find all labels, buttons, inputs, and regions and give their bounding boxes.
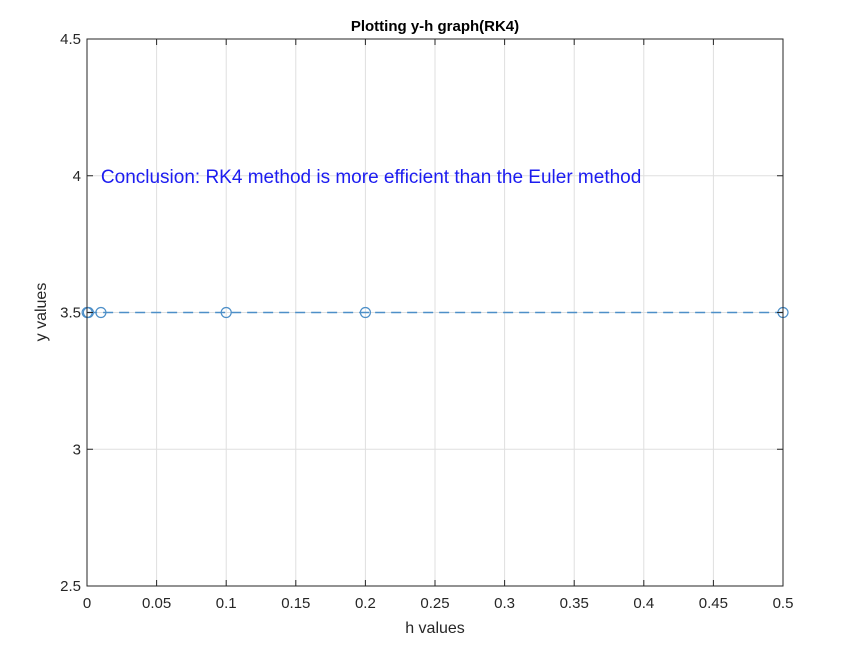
y-tick-label: 3.5 xyxy=(60,305,81,322)
y-tick-label: 2.5 xyxy=(60,578,81,595)
data-point xyxy=(359,306,371,319)
x-axis-label: h values xyxy=(405,620,465,637)
x-tick-label: 0.35 xyxy=(560,595,589,612)
y-tick-label: 3 xyxy=(73,441,81,458)
conclusion-annotation: Conclusion: RK4 method is more efficient… xyxy=(101,167,641,188)
x-tick-label: 0.15 xyxy=(281,595,310,612)
ticks: 0 0.05 0.1 0.15 0.2 0.25 0.3 0.35 0.4 0.45 0.5 2.5 3… xyxy=(60,31,793,612)
x-tick-label: 0.2 xyxy=(355,595,376,612)
annotation-layer: Conclusion: RK4 method is more efficient… xyxy=(101,167,641,188)
x-tick-label: 0.5 xyxy=(773,595,794,612)
x-tick-label: 0 xyxy=(83,595,91,612)
y-tick-label: 4.5 xyxy=(60,31,81,48)
y-tick-label: 4 xyxy=(73,168,81,185)
chart-title: Plotting y-h graph(RK4) xyxy=(351,18,519,35)
y-axis-label: y values xyxy=(33,283,50,342)
data-point xyxy=(82,306,94,319)
x-tick-label: 0.3 xyxy=(494,595,515,612)
data-point xyxy=(95,306,107,319)
x-tick-label: 0.1 xyxy=(216,595,237,612)
x-tick-label: 0.05 xyxy=(142,595,171,612)
x-tick-label: 0.25 xyxy=(420,595,449,612)
x-tick-label: 0.4 xyxy=(633,595,654,612)
x-tick-label: 0.45 xyxy=(699,595,728,612)
data-point xyxy=(220,306,232,319)
